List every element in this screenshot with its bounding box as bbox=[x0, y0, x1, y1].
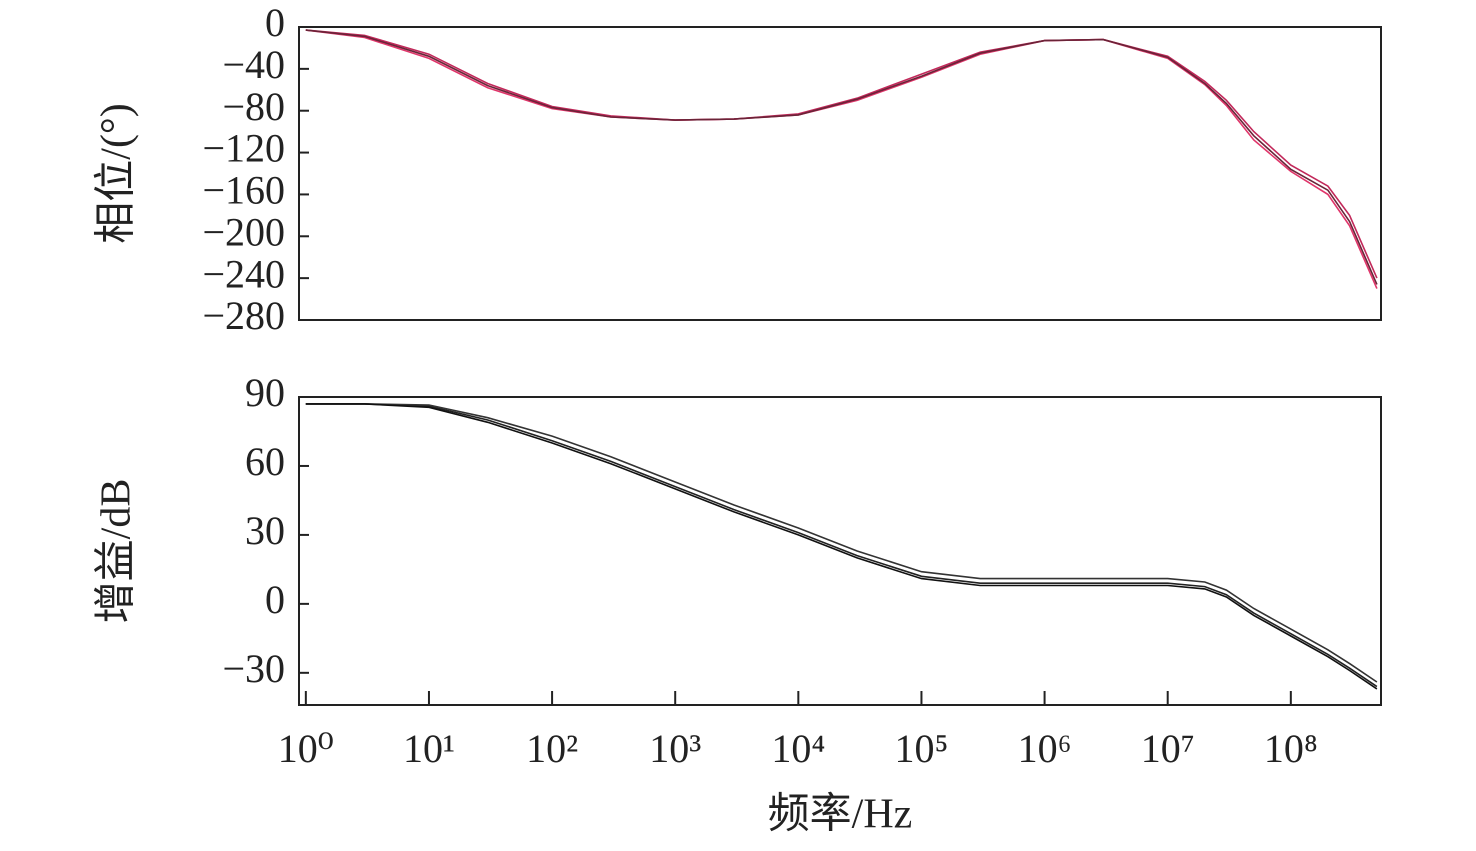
plot-frame bbox=[298, 396, 1382, 706]
y-tick-label: −30 bbox=[222, 646, 285, 691]
y-axis-title: 相位/(°) bbox=[93, 103, 140, 243]
y-tick-label: 0 bbox=[265, 577, 285, 622]
y-tick-label: −240 bbox=[202, 251, 285, 296]
x-tick-label: 10⁴ bbox=[771, 726, 825, 771]
y-tick-label: 30 bbox=[245, 508, 285, 553]
y-tick-label: 0 bbox=[265, 0, 285, 45]
y-tick-label: 90 bbox=[245, 370, 285, 415]
series-line bbox=[305, 29, 1378, 285]
x-tick-label: 10¹ bbox=[403, 726, 455, 771]
x-tick-label: 10⁸ bbox=[1264, 726, 1318, 771]
y-tick-label: −200 bbox=[202, 209, 285, 254]
series-line bbox=[305, 403, 1378, 690]
x-tick-label: 10² bbox=[526, 726, 578, 771]
x-tick-label: 10³ bbox=[649, 726, 701, 771]
x-tick-label: 10⁷ bbox=[1141, 726, 1195, 771]
y-tick-label: −80 bbox=[222, 84, 285, 129]
plot-frame bbox=[298, 26, 1382, 321]
y-tick-label: −280 bbox=[202, 293, 285, 338]
series-line bbox=[305, 29, 1378, 289]
y-tick-label: 60 bbox=[245, 439, 285, 484]
x-axis-title: 频率/Hz bbox=[768, 791, 913, 838]
x-tick-label: 10⁵ bbox=[894, 726, 948, 771]
series-line bbox=[305, 403, 1378, 683]
x-tick-label: 10⁰ bbox=[278, 726, 334, 771]
y-axis-title: 增益/dB bbox=[94, 479, 140, 624]
y-tick-label: −40 bbox=[222, 42, 285, 87]
y-tick-label: −120 bbox=[202, 126, 285, 171]
series-line bbox=[305, 29, 1378, 279]
series-line bbox=[305, 403, 1378, 688]
y-tick-label: −160 bbox=[202, 168, 285, 213]
x-tick-label: 10⁶ bbox=[1018, 726, 1072, 771]
